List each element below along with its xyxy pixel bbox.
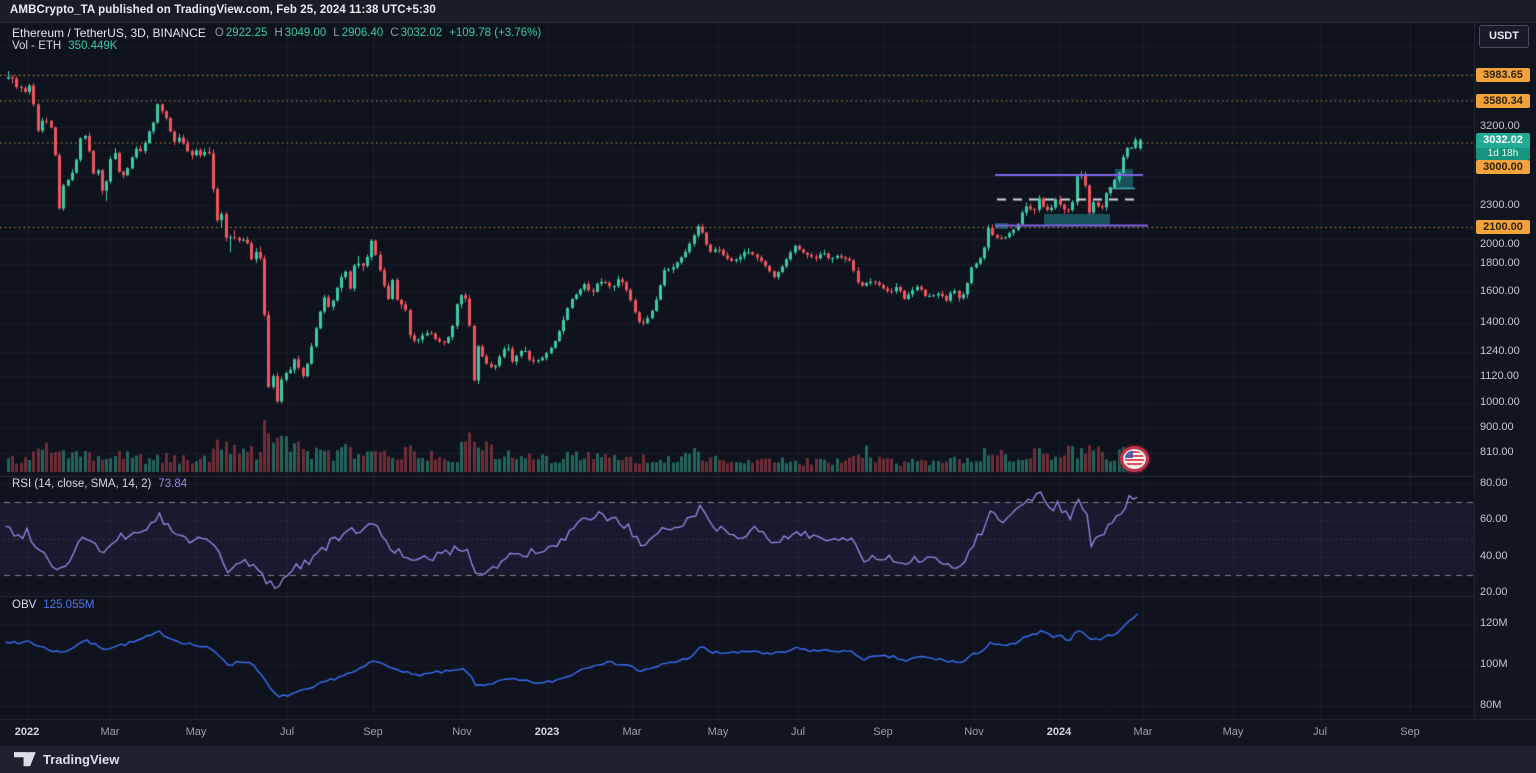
published-title: AMBCrypto_TA published on TradingView.co… xyxy=(10,4,436,16)
rsi-value: 73.84 xyxy=(158,478,188,490)
footer-bar: TradingView xyxy=(0,746,1536,773)
open-value: 2922.25 xyxy=(225,27,268,39)
price-axis[interactable] xyxy=(1474,22,1536,719)
close-label: C xyxy=(390,27,399,39)
time-axis[interactable] xyxy=(0,719,1536,747)
high-value: 3049.00 xyxy=(284,27,327,39)
rsi-label: RSI (14, close, SMA, 14, 2) xyxy=(12,478,152,490)
tradingview-logo-icon xyxy=(14,752,36,767)
low-label: L xyxy=(333,27,340,39)
high-label: H xyxy=(274,27,283,39)
low-value: 2906.40 xyxy=(341,27,384,39)
published-header: AMBCrypto_TA published on TradingView.co… xyxy=(0,0,1536,23)
tradingview-logo[interactable]: TradingView xyxy=(14,752,119,767)
author-flag-badge xyxy=(1123,449,1146,469)
rsi-legend-row[interactable]: RSI (14, close, SMA, 14, 2) 73.84 xyxy=(12,478,187,490)
obv-label: OBV xyxy=(12,599,37,611)
close-value: 3032.02 xyxy=(400,27,443,39)
currency-toggle-button[interactable]: USDT xyxy=(1479,25,1529,48)
tradingview-logo-text: TradingView xyxy=(43,752,120,767)
symbol-legend-row[interactable]: Ethereum / TetherUS, 3D, BINANCE O 2922.… xyxy=(12,26,541,40)
open-label: O xyxy=(214,27,224,39)
symbol-name[interactable]: Ethereum / TetherUS, 3D, BINANCE xyxy=(12,26,206,40)
obv-value: 125.055M xyxy=(43,599,95,611)
volume-value: 350.449K xyxy=(68,40,118,52)
change-value: +109.78 (+3.76%) xyxy=(449,27,542,39)
volume-legend-row[interactable]: Vol - ETH 350.449K xyxy=(12,40,117,52)
volume-label: Vol - ETH xyxy=(12,40,62,52)
obv-legend-row[interactable]: OBV 125.055M xyxy=(12,599,94,611)
